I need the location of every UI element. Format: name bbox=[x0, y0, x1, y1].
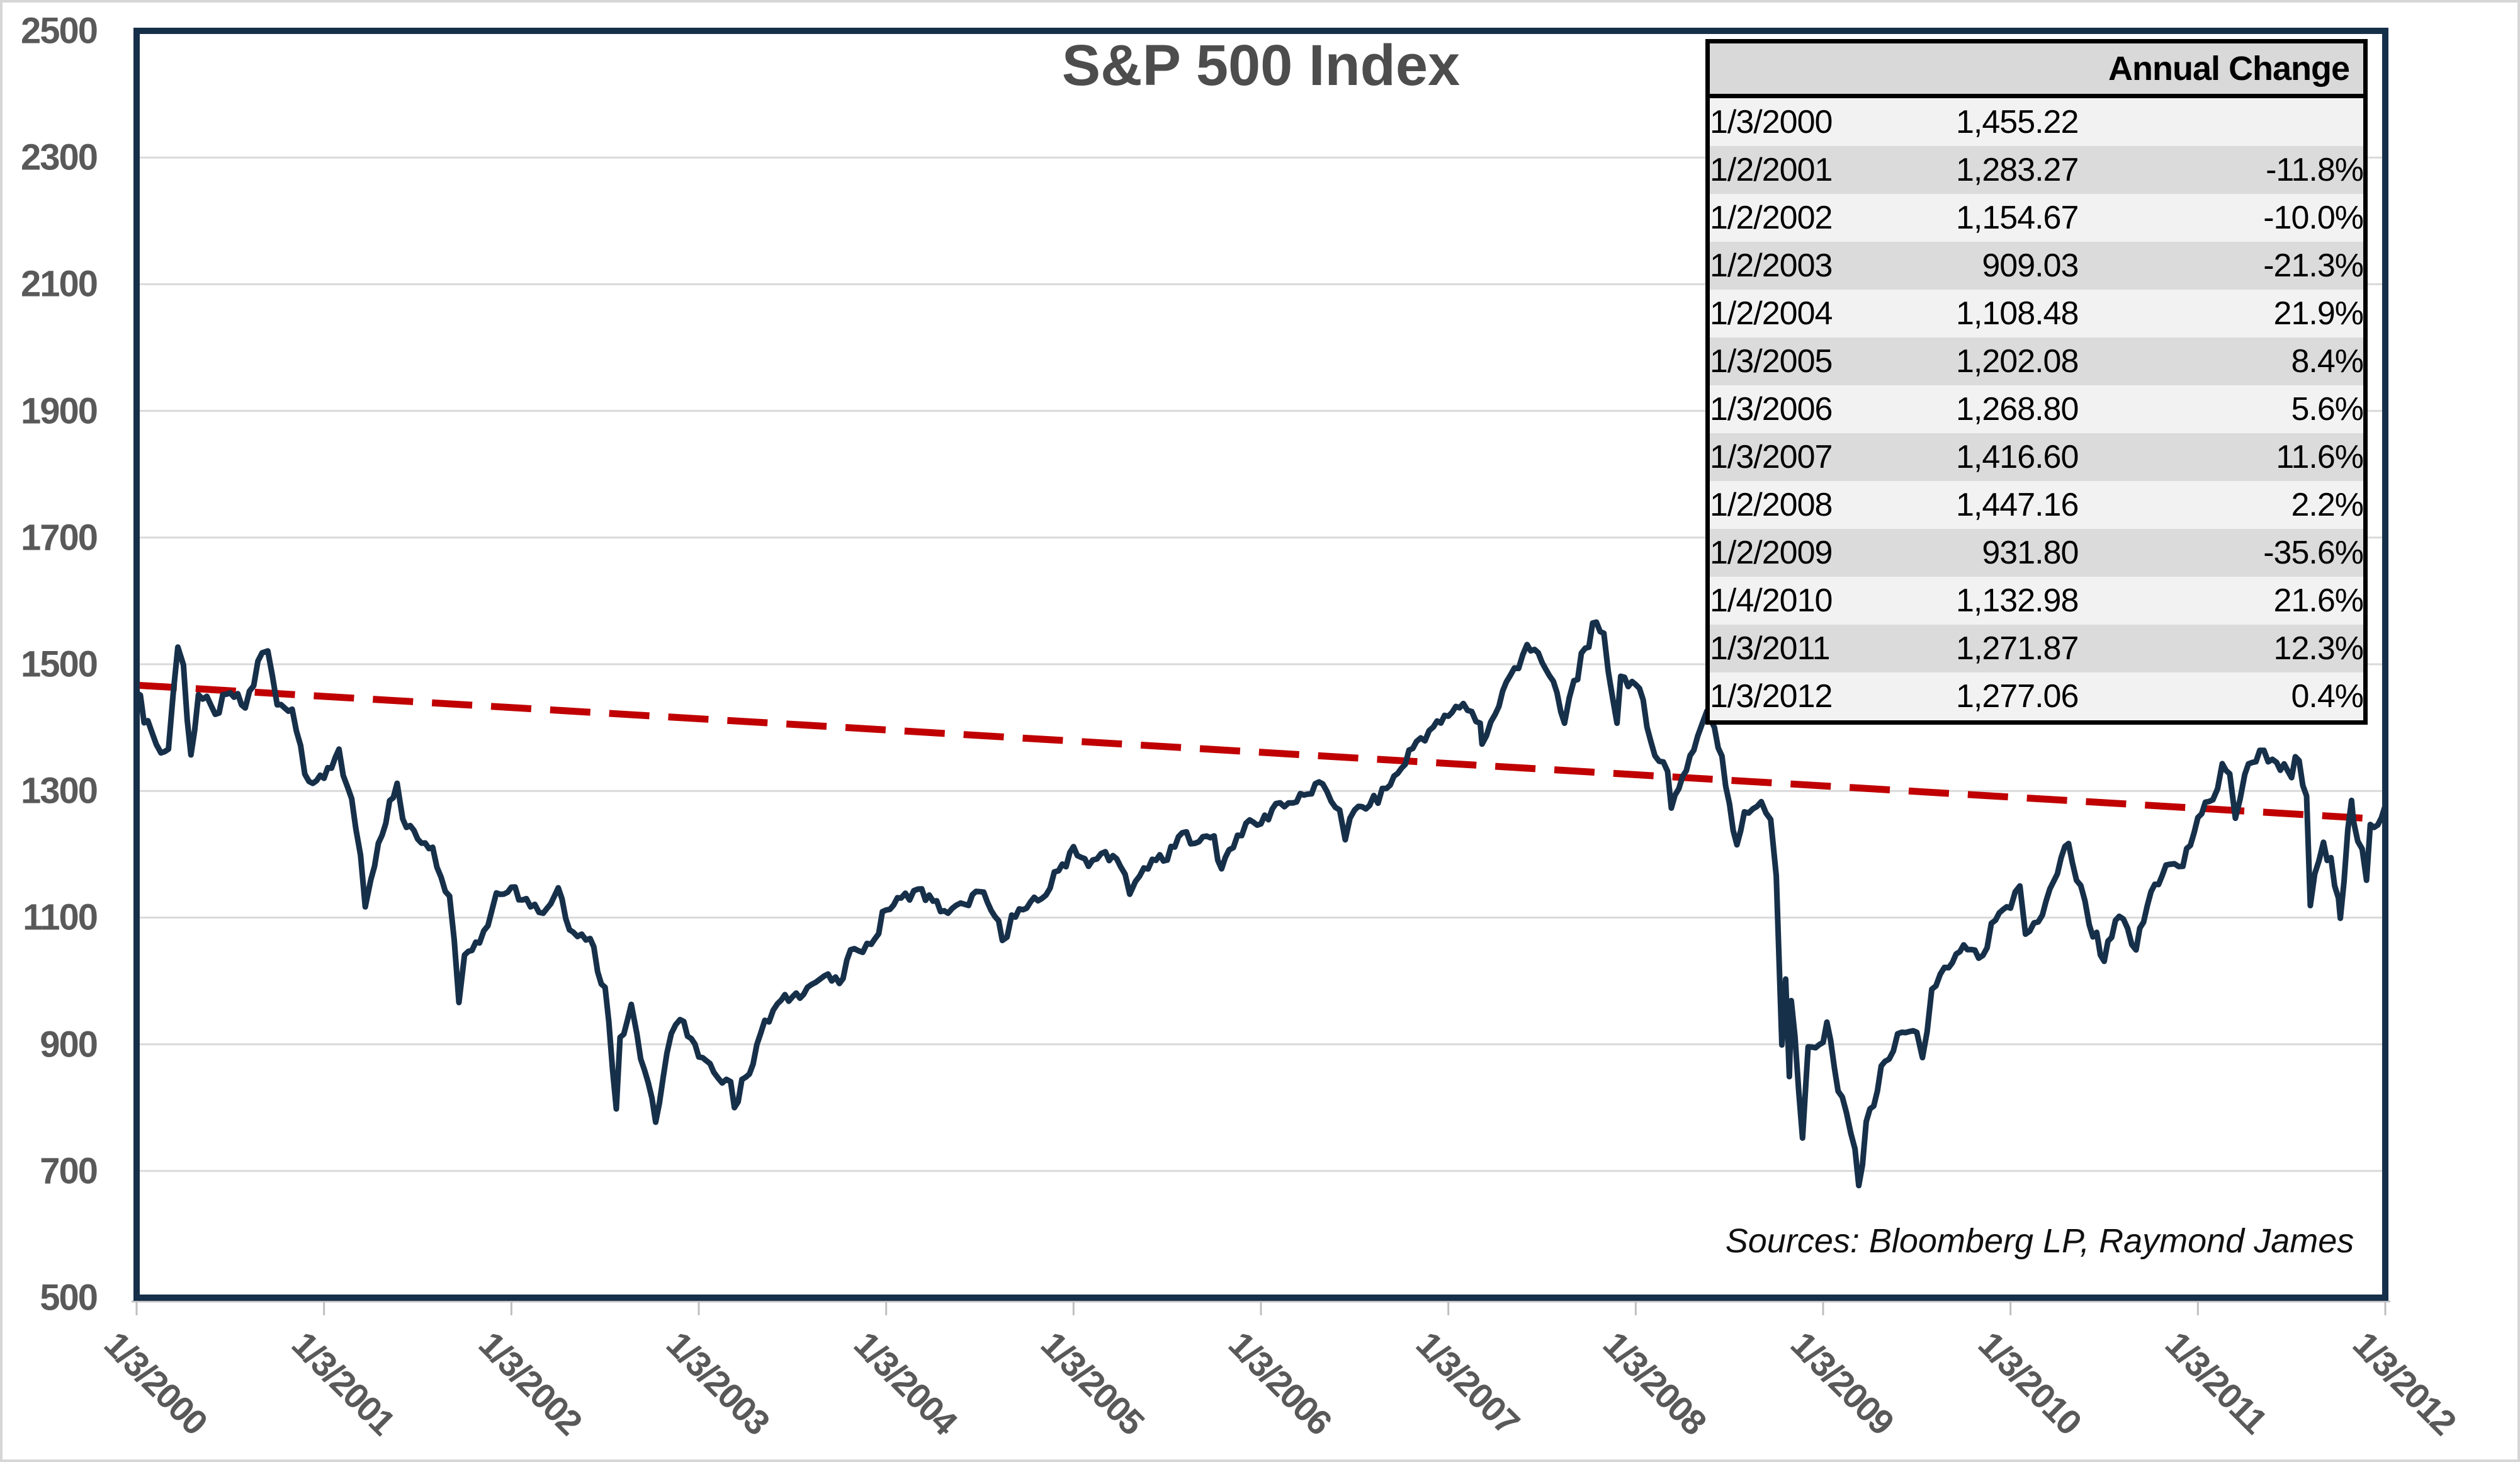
table-cell-date: 1/2/2004 bbox=[1710, 295, 1833, 332]
y-axis-label: 1500 bbox=[20, 643, 98, 685]
y-axis-label: 1900 bbox=[20, 390, 98, 432]
table-cell-change bbox=[2078, 96, 2365, 147]
table-header-label: Annual Change bbox=[1707, 41, 2366, 98]
y-axis-label: 900 bbox=[40, 1024, 98, 1065]
table-cell-value: 1,268.80 bbox=[1955, 391, 2079, 428]
sources-note: Sources: Bloomberg LP, Raymond James bbox=[1725, 1222, 2354, 1260]
table-cell-date: 1/2/2008 bbox=[1710, 487, 1833, 523]
table-cell-value: 1,132.98 bbox=[1955, 582, 2079, 619]
annual-change-table: Annual Change 1/3/2000 1,455.22 1/2/2001 1,… bbox=[1705, 39, 2368, 725]
plot-border bbox=[133, 28, 2388, 1301]
table-row: 1/3/2007 1,416.60 11.6% bbox=[1707, 433, 2366, 481]
table-cell-change: 5.6% bbox=[2291, 391, 2364, 428]
table-cell-value: 1,455.22 bbox=[1955, 104, 2079, 140]
table-cell-change: 12.3% bbox=[2273, 630, 2364, 667]
table-cell-change: -10.0% bbox=[2263, 200, 2364, 236]
table-row: 1/3/2011 1,271.87 12.3% bbox=[1707, 625, 2366, 672]
table-cell-change: 21.9% bbox=[2273, 295, 2364, 332]
table-row: 1/2/2002 1,154.67 -10.0% bbox=[1707, 194, 2366, 242]
table-cell-value: 1,108.48 bbox=[1955, 295, 2079, 332]
table-cell-date: 1/3/2007 bbox=[1710, 439, 1833, 475]
table-row: 1/2/2009 931.80 -35.6% bbox=[1707, 529, 2366, 577]
table-cell-date: 1/4/2010 bbox=[1710, 582, 1833, 619]
table-cell-date: 1/3/2000 bbox=[1710, 104, 1833, 140]
table-row: 1/4/2010 1,132.98 21.6% bbox=[1707, 577, 2366, 625]
y-axis-label: 2500 bbox=[20, 10, 98, 52]
y-axis-label: 700 bbox=[40, 1150, 98, 1192]
table-row: 1/2/2003 909.03 -21.3% bbox=[1707, 242, 2366, 290]
table-cell-value: 1,416.60 bbox=[1955, 439, 2079, 475]
table-cell-value: 1,271.87 bbox=[1955, 630, 2079, 667]
table-cell-change: 21.6% bbox=[2273, 582, 2364, 619]
table-cell-date: 1/3/2012 bbox=[1710, 678, 1833, 715]
table-cell-value: 1,277.06 bbox=[1955, 678, 2079, 715]
trend-line bbox=[136, 681, 2386, 823]
table-cell-date: 1/3/2011 bbox=[1710, 630, 1831, 667]
y-axis-label: 500 bbox=[40, 1277, 98, 1318]
y-axis-label: 2300 bbox=[20, 137, 98, 178]
table-cell-date: 1/2/2001 bbox=[1710, 152, 1833, 188]
table-cell-change: -35.6% bbox=[2263, 535, 2364, 571]
sp500-line bbox=[133, 619, 2388, 1189]
y-axis-label: 1300 bbox=[20, 770, 98, 812]
chart-title: S&P 500 Index bbox=[1061, 33, 1461, 98]
table-cell-value: 909.03 bbox=[1982, 247, 2079, 284]
table-cell-value: 1,283.27 bbox=[1955, 152, 2079, 188]
table-cell-change: 11.6% bbox=[2276, 439, 2364, 475]
table-cell-change: -11.8% bbox=[2266, 152, 2364, 188]
table-cell-change: 8.4% bbox=[2291, 343, 2364, 380]
table-row: 1/3/2005 1,202.08 8.4% bbox=[1707, 337, 2366, 385]
table-cell-date: 1/2/2002 bbox=[1710, 200, 1833, 236]
y-axis-label: 1700 bbox=[20, 517, 98, 558]
table-header-row: Annual Change bbox=[1707, 41, 2366, 98]
table-row: 1/2/2004 1,108.48 21.9% bbox=[1707, 290, 2366, 337]
table-row: 1/3/2012 1,277.06 0.4% bbox=[1707, 672, 2366, 723]
table-cell-value: 1,154.67 bbox=[1955, 200, 2079, 236]
table-cell-date: 1/3/2005 bbox=[1710, 343, 1833, 380]
table-cell-date: 1/2/2003 bbox=[1710, 247, 1833, 284]
table-cell-value: 1,447.16 bbox=[1955, 487, 2079, 523]
table-cell-date: 1/2/2009 bbox=[1710, 535, 1833, 571]
table-cell-change: -21.3% bbox=[2263, 247, 2364, 284]
table-row: 1/2/2008 1,447.16 2.2% bbox=[1707, 481, 2366, 529]
table-row: 1/2/2001 1,283.27 -11.8% bbox=[1707, 146, 2366, 194]
table-cell-date: 1/3/2006 bbox=[1710, 391, 1833, 428]
table-cell-value: 931.80 bbox=[1982, 535, 2079, 571]
table-row: 1/3/2000 1,455.22 bbox=[1707, 96, 2366, 147]
table-cell-change: 0.4% bbox=[2291, 678, 2364, 715]
plot-area bbox=[132, 28, 2390, 1315]
table-row: 1/3/2006 1,268.80 5.6% bbox=[1707, 385, 2366, 433]
y-axis-label: 1100 bbox=[23, 897, 98, 938]
table-cell-value: 1,202.08 bbox=[1955, 343, 2079, 380]
table-cell-change: 2.2% bbox=[2291, 487, 2364, 523]
y-axis-label: 2100 bbox=[20, 263, 98, 305]
